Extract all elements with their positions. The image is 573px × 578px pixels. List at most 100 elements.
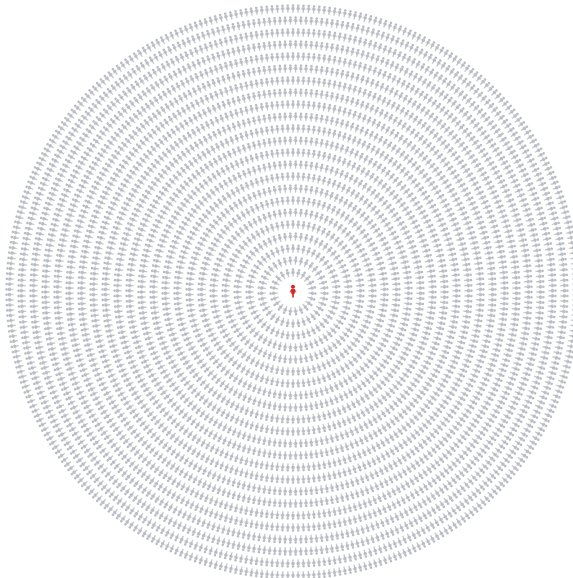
person-icon [332,284,341,290]
person-icon [261,399,267,408]
person-icon [126,278,135,283]
person-icon [194,331,204,339]
person-icon [264,200,271,209]
person-icon [311,174,317,183]
person-icon [301,124,306,133]
person-icon [426,315,435,321]
person-icon [303,161,308,170]
person-icon [423,253,432,260]
person-icon [267,449,273,458]
person-icon [404,291,412,296]
person-icon [125,288,133,293]
person-icon [437,320,446,326]
person-icon [234,186,242,196]
person-icon [322,346,330,356]
person-icon [318,399,324,408]
person-icon [236,146,243,155]
person-icon [222,298,231,304]
person-icon [325,372,332,382]
person-icon [305,328,312,337]
person-icon [308,235,315,244]
person-icon [375,317,384,324]
person-icon [389,312,398,318]
person-icon [386,322,395,329]
person-icon [389,344,399,352]
person-icon [184,239,194,247]
person-icon [264,225,271,235]
person-icon [310,223,317,232]
person-icon [266,338,274,348]
person-icon [452,294,461,299]
person-icon [126,304,135,309]
person-icon [221,293,230,298]
person-icon [432,367,442,375]
person-icon [257,285,266,291]
person-icon [277,390,283,399]
person-icon [239,183,247,193]
person-icon [368,283,377,288]
person-icon [352,267,361,274]
person-icon [329,434,336,443]
person-icon [138,305,147,310]
person-icon [288,208,293,217]
person-icon [316,425,322,434]
person-icon [298,208,303,217]
person-icon [308,161,314,170]
person-icon [272,352,279,361]
person-icon [303,354,309,363]
person-icon [434,362,444,370]
person-icon [306,414,312,423]
person-icon [331,154,338,163]
person-icon [340,157,347,166]
person-icon [248,154,255,163]
person-icon [407,336,416,343]
person-icon [285,148,290,157]
person-icon [241,144,248,153]
person-icon [354,272,363,279]
person-icon [254,358,262,368]
person-icon [441,231,450,238]
person-icon [428,300,437,305]
person-icon [221,423,229,433]
person-icon [296,172,301,181]
person-icon [326,128,332,137]
person-icon [256,215,264,225]
person-icon [275,426,280,435]
person-icon [319,436,325,445]
person-icon [226,425,234,435]
person-icon [346,134,353,143]
person-icon [264,175,270,184]
person-icon [239,313,249,321]
person-icon [310,364,317,373]
person-icon [270,295,279,302]
person-icon [338,169,345,179]
person-icon [175,229,185,237]
person-icon [427,349,437,357]
person-icon [154,218,164,226]
person-icon [197,282,206,287]
person-icon [221,152,229,162]
person-icon [354,411,362,421]
person-icon [313,351,320,360]
person-icon [137,290,145,295]
person-icon [216,434,224,444]
person-icon [291,379,296,387]
person-icon [277,439,282,448]
person-icon [331,278,340,284]
person-icon [359,251,369,259]
person-icon [148,344,157,351]
person-icon [428,290,436,295]
person-icon [150,305,159,310]
person-icon [312,338,320,348]
person-icon [197,292,206,297]
person-icon [332,193,340,203]
person-icon [264,375,271,384]
person-icon [401,316,410,322]
person-icon [301,173,306,182]
person-icon [330,179,337,188]
person-icon [269,174,275,183]
person-icon [331,129,338,138]
person-icon [405,340,415,348]
person-icon [291,148,296,156]
person-icon [138,274,147,279]
